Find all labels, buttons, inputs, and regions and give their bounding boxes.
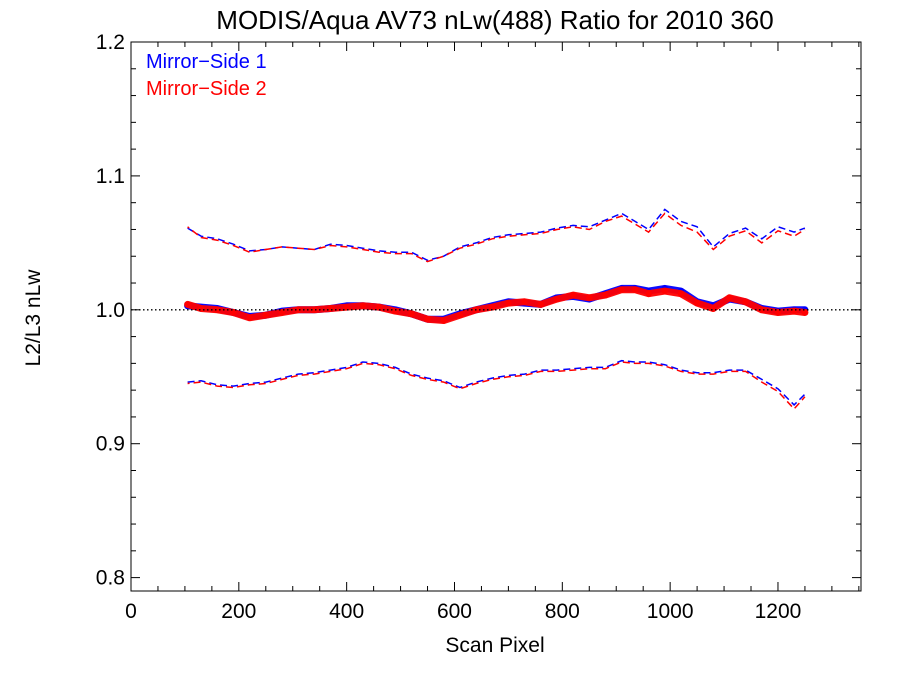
mirror-side-2-point <box>553 295 561 303</box>
series-layer <box>184 208 809 411</box>
legend-entry-mirror-side-1: Mirror−Side 1 <box>146 51 267 73</box>
y-tick-label: 1.1 <box>96 165 125 188</box>
mirror-side-2-point <box>661 287 668 295</box>
x-tick-label: 0 <box>125 600 137 623</box>
legend: Mirror−Side 1 Mirror−Side 2 <box>146 51 267 100</box>
x-axis-label: Scan Pixel <box>445 634 544 657</box>
mirror-side-2-point <box>774 309 782 316</box>
mirror-side-2-point <box>262 311 269 319</box>
y-axis-label: L2/L3 nLw <box>22 269 45 367</box>
plot-frame <box>130 41 862 592</box>
mirror-side-2-point <box>246 314 253 322</box>
mirror-side-2-point <box>631 286 639 293</box>
mirror-side-2-point <box>586 294 593 301</box>
mirror-side-2-point <box>294 306 302 314</box>
mirror-side-2-point <box>758 306 765 314</box>
legend-entry-mirror-side-2: Mirror−Side 2 <box>146 78 267 100</box>
axis-tick-labels: 0 200 400 600 800 1000 1200 0.8 0.9 1.0 1.1 1.2 <box>96 31 802 623</box>
mirror-side-2-point <box>645 290 652 297</box>
x-tick-label: 400 <box>329 600 364 623</box>
mirror-side-2-point <box>710 305 717 312</box>
chart-title: MODIS/Aqua AV73 nLw(488) Ratio for 2010 … <box>216 5 773 35</box>
mirror-side-2-mean-line <box>184 286 809 324</box>
plot-border <box>130 41 862 592</box>
x-tick-label: 200 <box>221 600 256 623</box>
mirror-side-2-point <box>424 315 431 323</box>
y-tick-label: 0.9 <box>96 433 125 456</box>
mirror-side-2-point <box>440 317 447 324</box>
mirror-side-2-point <box>408 310 415 318</box>
mirror-side-2-point <box>537 301 544 308</box>
y-tick-label: 0.8 <box>96 567 125 590</box>
mirror-side-2-point <box>569 291 577 299</box>
mirror-side-2-point <box>456 311 464 319</box>
mirror-side-1-lower-line <box>187 359 806 406</box>
mirror-side-2-point <box>391 307 399 315</box>
mirror-side-2-point <box>790 307 798 315</box>
mirror-side-2-point <box>693 299 701 307</box>
mirror-side-2-point <box>742 298 749 305</box>
mirror-side-2-point <box>214 306 221 314</box>
mirror-side-2-point <box>505 299 512 307</box>
mirror-side-2-point <box>311 306 318 314</box>
y-tick-label: 1.2 <box>96 31 125 54</box>
mirror-side-2-point <box>726 294 733 301</box>
x-tick-label: 600 <box>437 600 472 623</box>
mirror-side-2-point <box>618 286 625 293</box>
mirror-side-2-point <box>801 309 809 316</box>
mirror-side-2-point <box>327 305 334 312</box>
mirror-side-2-point <box>602 291 609 299</box>
mirror-side-2-point <box>489 303 496 311</box>
mirror-side-2-point <box>359 302 367 309</box>
mirror-side-2-lower-line <box>187 361 806 411</box>
mirror-side-2-point <box>521 298 528 305</box>
mirror-side-1-upper-line <box>187 208 806 262</box>
mirror-side-2-point <box>375 303 383 311</box>
mirror-side-2-point <box>230 309 237 316</box>
x-tick-label: 1200 <box>755 600 802 623</box>
mirror-side-2-point <box>184 301 191 308</box>
mirror-side-2-point <box>278 309 286 316</box>
x-tick-label: 800 <box>545 600 580 623</box>
mirror-side-2-upper-line <box>187 212 806 263</box>
y-tick-label: 1.0 <box>96 299 125 322</box>
axis-ticks <box>130 41 861 591</box>
x-tick-label: 1000 <box>647 600 694 623</box>
mirror-side-2-point <box>343 303 350 311</box>
mirror-side-2-point <box>677 290 685 297</box>
mirror-side-2-point <box>197 305 205 312</box>
